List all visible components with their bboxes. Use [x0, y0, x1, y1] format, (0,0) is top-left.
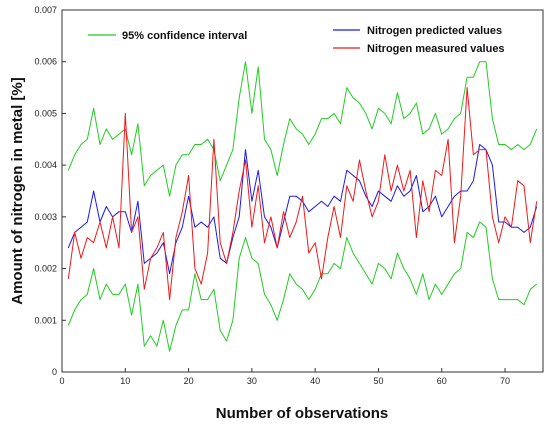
y-axis-ticks: 0 0.001 0.002 0.003 0.004 0.005 0.006 0.007 [34, 5, 66, 377]
legend: 95% confidence interval Nitrogen predict… [88, 25, 505, 55]
x-tick-label: 40 [310, 376, 320, 386]
series-layer [67, 61, 538, 352]
x-axis-title: Number of observations [216, 405, 389, 422]
y-tick-label: 0 [52, 367, 57, 377]
x-tick-label: 10 [120, 376, 130, 386]
y-tick-label: 0.006 [34, 57, 57, 67]
y-tick-label: 0.004 [34, 160, 57, 170]
y-tick-label: 0.003 [34, 212, 57, 222]
legend-label-ci: 95% confidence interval [122, 30, 247, 42]
legend-label-measured: Nitrogen measured values [367, 43, 505, 55]
ci-upper-line [67, 61, 538, 197]
legend-label-predicted: Nitrogen predicted values [367, 25, 502, 37]
y-axis-title: Amount of nitrogen in metal [%] [9, 77, 26, 304]
x-tick-label: 30 [247, 376, 257, 386]
x-tick-label: 60 [437, 376, 447, 386]
predicted-values-line [67, 144, 538, 275]
measured-values-line [67, 87, 538, 301]
y-tick-label: 0.007 [34, 5, 57, 15]
y-tick-label: 0.005 [34, 108, 57, 118]
x-tick-label: 70 [500, 376, 510, 386]
x-tick-label: 20 [184, 376, 194, 386]
y-tick-label: 0.001 [34, 315, 57, 325]
plot-frame [61, 9, 544, 373]
x-tick-label: 0 [59, 376, 64, 386]
ci-lower-line [67, 221, 538, 352]
x-tick-label: 50 [373, 376, 383, 386]
x-axis-ticks: 0 10 20 30 40 50 60 70 [59, 368, 510, 386]
y-tick-label: 0.002 [34, 264, 57, 274]
